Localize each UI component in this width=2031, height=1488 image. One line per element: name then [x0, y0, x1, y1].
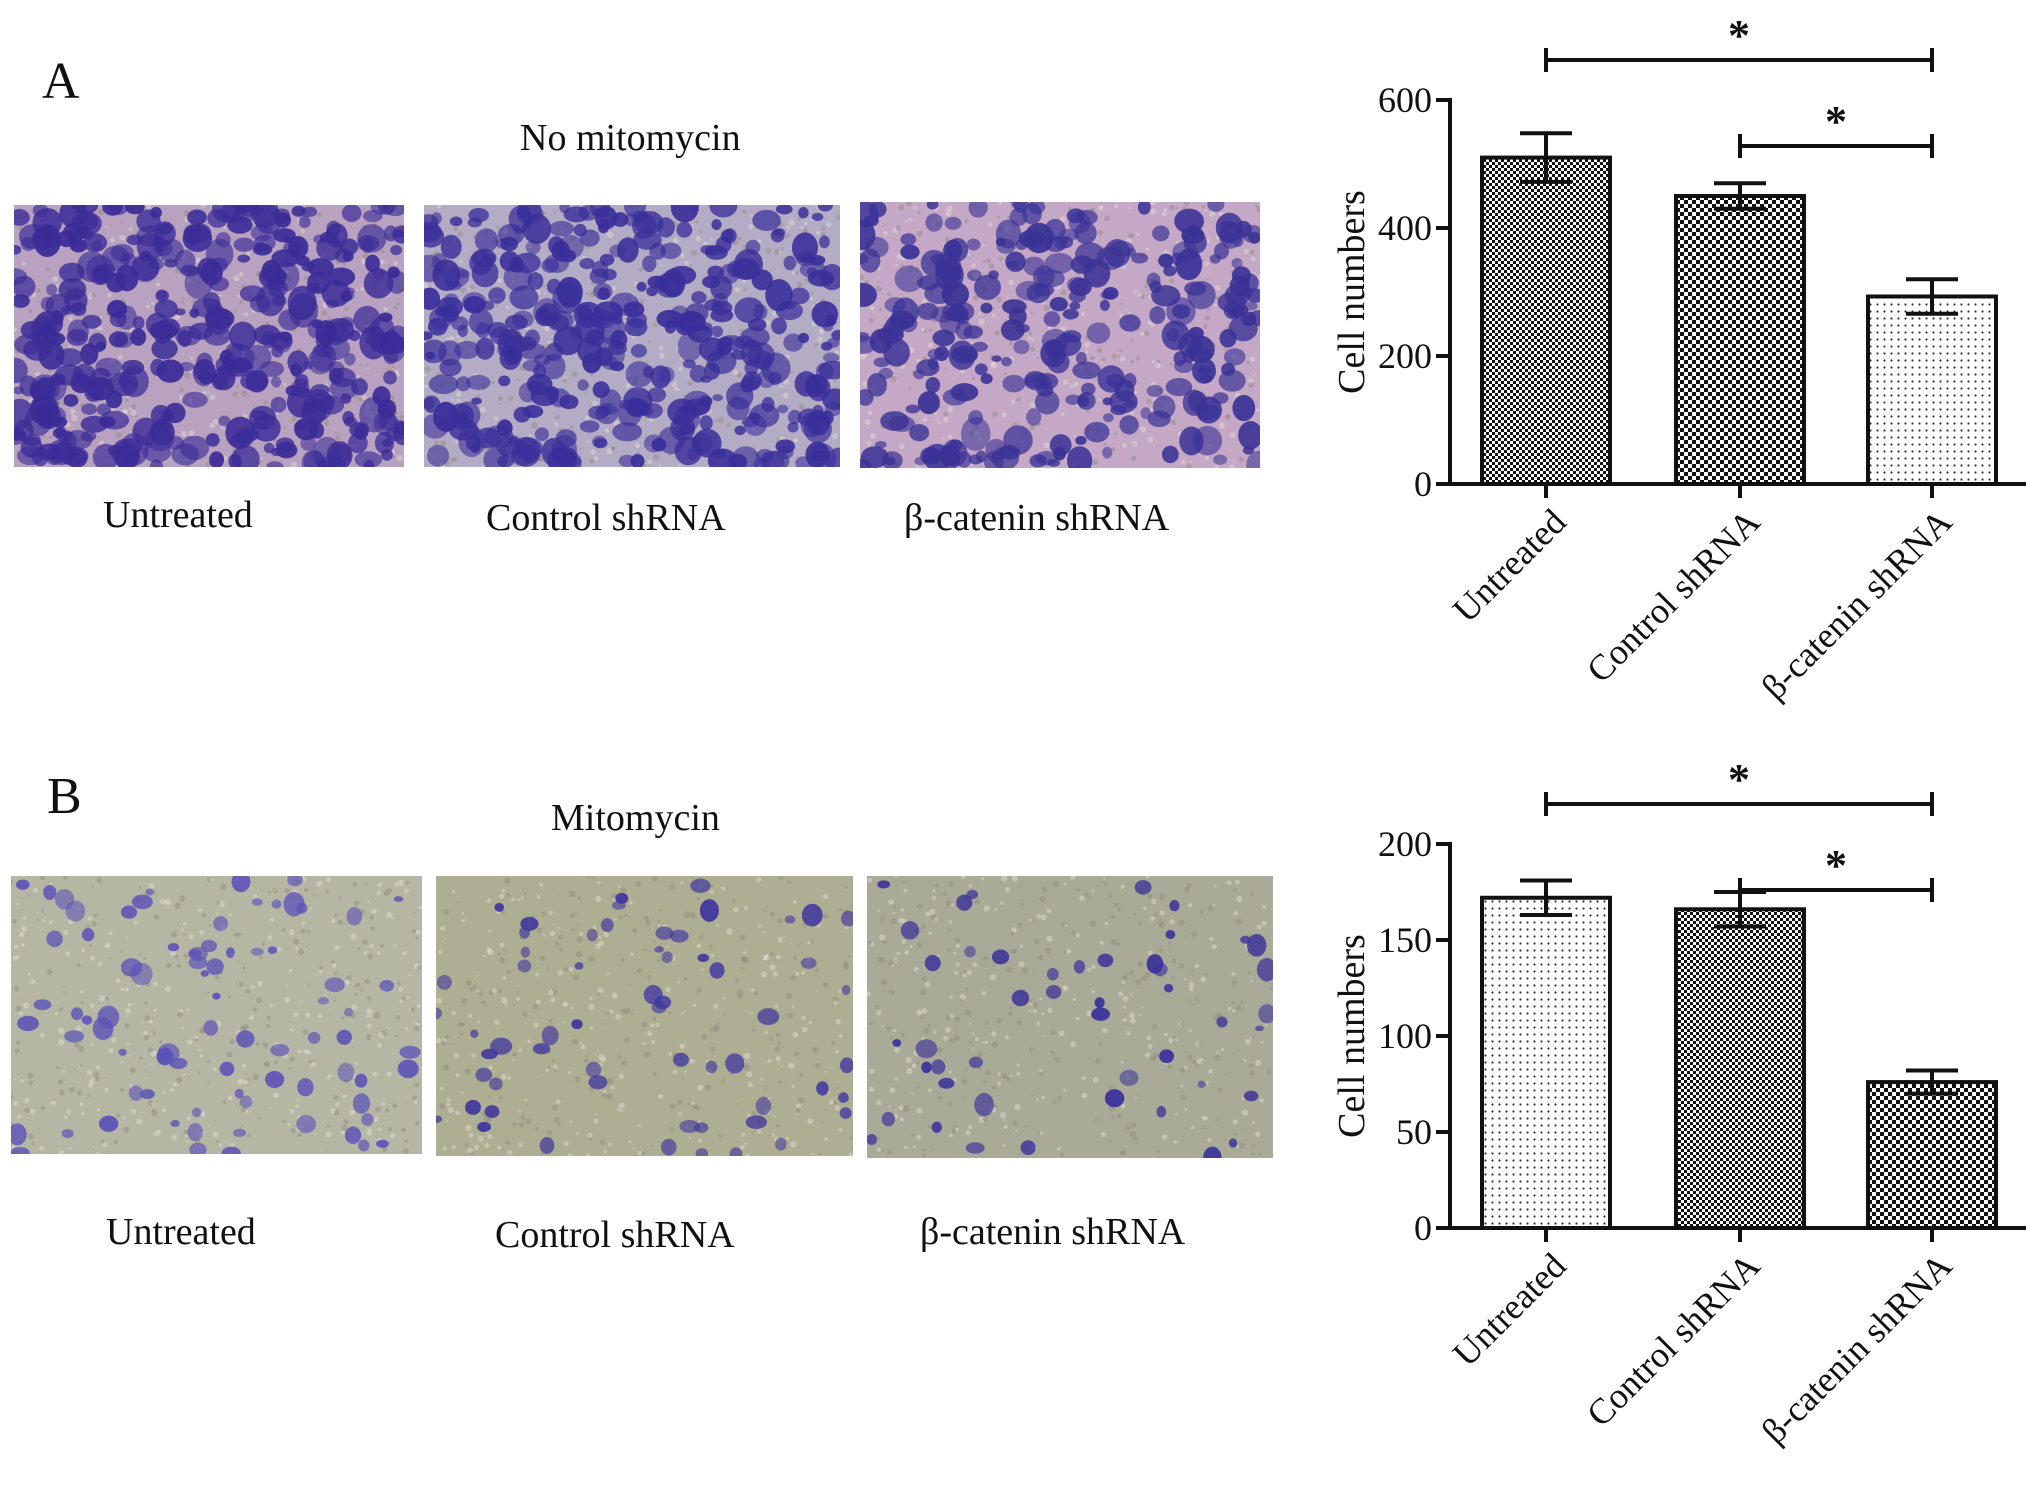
panel-letter-b: B: [47, 768, 82, 825]
micrograph-a-beta-catenin-shrna: [860, 202, 1260, 468]
bar-2: [1866, 1080, 1998, 1230]
bar-2: [1866, 294, 1998, 487]
y-axis-label: Cell numbers: [1331, 190, 1373, 394]
error-bar-2: [1906, 277, 1958, 316]
x-tick-label-2: β-catenin shRNA: [1754, 1245, 1960, 1451]
y-tick-label-3: 600: [1378, 80, 1432, 120]
significance-bracket-1: [1738, 878, 1934, 902]
error-bar-1: [1714, 181, 1766, 211]
significance-bracket-0: [1544, 792, 1934, 816]
x-tick-label-0: Untreated: [1445, 1245, 1574, 1374]
bar-0: [1480, 895, 1612, 1230]
panel-b-title: Mitomycin: [551, 797, 720, 839]
image-label-b-control-shrna: Control shRNA: [495, 1214, 735, 1256]
image-label-a-beta-catenin-shrna: β-catenin shRNA: [904, 497, 1170, 539]
x-tick-label-1: Control shRNA: [1579, 501, 1768, 690]
y-tick-label-1: 50: [1396, 1112, 1432, 1152]
panel-letter-a: A: [42, 53, 80, 110]
y-tick-label-0: 0: [1414, 1208, 1432, 1248]
x-tick-label-0: Untreated: [1445, 501, 1574, 630]
significance-star-1: *: [1825, 97, 1847, 146]
bar-0: [1480, 155, 1612, 486]
micrograph-b-control-shrna: [436, 876, 853, 1156]
micrograph-b-beta-catenin-shrna: [867, 876, 1273, 1158]
y-tick-label-3: 150: [1378, 920, 1432, 960]
error-bar-2: [1906, 1068, 1958, 1096]
significance-bracket-1: [1738, 134, 1934, 158]
y-tick-label-1: 200: [1378, 336, 1432, 376]
image-label-b-untreated: Untreated: [106, 1211, 256, 1253]
error-bar-0: [1520, 131, 1572, 184]
x-tick-label-1: Control shRNA: [1579, 1245, 1768, 1434]
micrograph-a-untreated: [14, 205, 404, 467]
error-bar-0: [1520, 878, 1572, 918]
significance-bracket-0: [1544, 48, 1934, 72]
significance-star-0: *: [1728, 755, 1750, 804]
bar-chart-a: Cell numbers 0 200 400 600 Untreated Control s…: [1331, 11, 2026, 707]
y-axis-label: Cell numbers: [1331, 934, 1373, 1138]
bar-chart-b: Cell numbers 0 50 100 150 200 Untreated Control…: [1331, 755, 2026, 1451]
image-label-a-control-shrna: Control shRNA: [486, 497, 726, 539]
micrograph-b-untreated: [11, 876, 422, 1154]
panel-a-title: No mitomycin: [520, 117, 741, 159]
y-tick-label-4: 200: [1378, 824, 1432, 864]
image-label-b-beta-catenin-shrna: β-catenin shRNA: [920, 1211, 1186, 1253]
micrograph-a-control-shrna: [424, 205, 840, 467]
significance-star-0: *: [1728, 11, 1750, 60]
y-tick-label-0: 0: [1414, 464, 1432, 504]
bar-1: [1674, 194, 1806, 486]
y-tick-label-2: 100: [1378, 1016, 1432, 1056]
bar-1: [1674, 907, 1806, 1230]
y-tick-label-2: 400: [1378, 208, 1432, 248]
x-tick-label-2: β-catenin shRNA: [1754, 501, 1960, 707]
image-label-a-untreated: Untreated: [103, 494, 253, 536]
significance-star-1: *: [1825, 841, 1847, 890]
